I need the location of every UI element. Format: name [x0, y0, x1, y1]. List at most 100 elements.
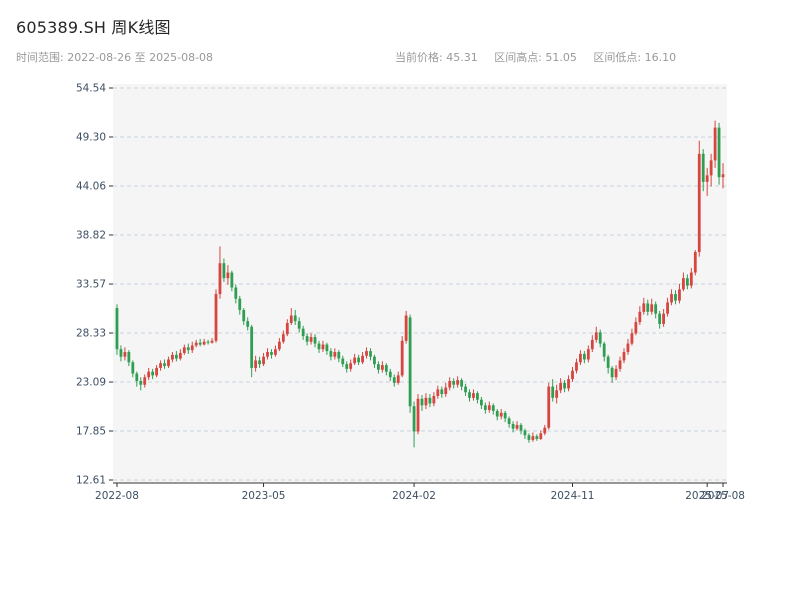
- candle-body: [266, 352, 269, 357]
- candle-body: [365, 351, 368, 356]
- x-axis-label: 2025-07: [685, 490, 729, 502]
- y-axis-label: 49.30: [76, 131, 106, 143]
- y-axis-label: 54.54: [76, 83, 106, 95]
- candle-body: [167, 359, 170, 367]
- candle-body: [693, 251, 697, 273]
- candle-body: [242, 309, 246, 322]
- y-axis-label: 33.57: [76, 279, 106, 291]
- candle-body: [670, 294, 673, 303]
- y-axis-label: 44.06: [76, 180, 106, 192]
- candle-body: [444, 387, 448, 395]
- candle-body: [151, 371, 155, 376]
- candle-body: [618, 360, 622, 369]
- candle-body: [388, 371, 392, 378]
- candle-body: [701, 153, 705, 182]
- candle-body: [345, 364, 349, 369]
- candle-body: [483, 405, 487, 410]
- candle-body: [400, 340, 404, 376]
- candle-body: [487, 405, 491, 410]
- candle-body: [416, 398, 420, 432]
- candle-body: [163, 363, 166, 367]
- candle-body: [281, 334, 285, 342]
- x-axis-label: 2022-08: [95, 490, 139, 502]
- candle-body: [432, 395, 436, 404]
- time-range-label: 时间范围: 2022-08-26 至 2025-08-08: [16, 51, 214, 64]
- page-title: 605389.SH 周K线图: [16, 18, 171, 37]
- candle-body: [642, 303, 646, 312]
- candle-body: [717, 127, 721, 178]
- candle-body: [301, 328, 305, 337]
- range-low-label: 区间低点: 16.10: [593, 51, 677, 64]
- candle-body: [523, 430, 527, 436]
- candle-body: [662, 313, 666, 324]
- candle-body: [226, 272, 230, 279]
- candle-body: [214, 294, 218, 341]
- candle-body: [428, 397, 432, 404]
- candle-body: [238, 298, 242, 310]
- candle-body: [559, 382, 563, 391]
- candle-body: [551, 386, 555, 398]
- candle-body: [313, 337, 317, 344]
- candle-body: [571, 370, 574, 380]
- candle-body: [622, 352, 626, 361]
- candle-body: [519, 424, 523, 431]
- candle-body: [369, 351, 372, 357]
- candle-body: [468, 392, 471, 398]
- candle-body: [638, 311, 642, 323]
- y-axis-label: 23.09: [76, 377, 106, 389]
- candle-body: [159, 363, 162, 368]
- candle-body: [222, 263, 226, 279]
- candle-body: [325, 344, 329, 352]
- candle-body: [491, 405, 495, 411]
- candle-body: [341, 358, 345, 365]
- candle-body: [206, 341, 210, 343]
- candle-body: [582, 353, 586, 360]
- candle-body: [531, 436, 535, 440]
- candle-body: [543, 427, 547, 434]
- candle-body: [527, 435, 531, 440]
- candle-body: [349, 363, 353, 369]
- candle-body: [575, 362, 578, 371]
- candle-body: [408, 317, 412, 407]
- candle-body: [503, 412, 507, 419]
- candle-body: [563, 382, 566, 389]
- candle-body: [119, 349, 123, 357]
- candle-body: [174, 354, 178, 359]
- candle-body: [682, 278, 685, 290]
- candle-body: [218, 263, 222, 295]
- candle-body: [289, 315, 293, 324]
- candle-body: [507, 418, 511, 424]
- candle-body: [250, 326, 254, 368]
- candle-body: [139, 380, 143, 385]
- candle-body: [277, 341, 281, 350]
- candle-body: [721, 174, 725, 178]
- candle-body: [614, 368, 618, 378]
- candle-body: [705, 175, 709, 182]
- candle-body: [115, 308, 119, 350]
- y-axis-label: 38.82: [76, 229, 106, 241]
- candle-body: [412, 406, 416, 432]
- candle-body: [464, 386, 467, 393]
- candle-body: [380, 365, 384, 370]
- candle-body: [309, 337, 313, 342]
- candle-body: [515, 424, 519, 429]
- current-price-label: 当前价格: 45.31: [395, 51, 478, 64]
- candle-body: [127, 352, 131, 363]
- candle-body: [511, 424, 515, 429]
- candle-body: [230, 272, 234, 288]
- candle-body: [131, 362, 135, 374]
- candle-body: [293, 315, 297, 322]
- candle-body: [476, 393, 479, 400]
- candle-body: [404, 315, 408, 341]
- x-axis-label: 2023-05: [242, 490, 286, 502]
- candle-body: [182, 347, 186, 353]
- candle-body: [630, 333, 634, 344]
- range-high-label: 区间高点: 51.05: [494, 51, 577, 64]
- candle-body: [666, 302, 669, 314]
- candle-body: [547, 386, 551, 428]
- candle-body: [210, 340, 214, 343]
- candle-body: [321, 344, 325, 350]
- candle-body: [460, 380, 463, 387]
- candle-body: [246, 321, 250, 327]
- y-axis-label: 12.61: [76, 475, 106, 487]
